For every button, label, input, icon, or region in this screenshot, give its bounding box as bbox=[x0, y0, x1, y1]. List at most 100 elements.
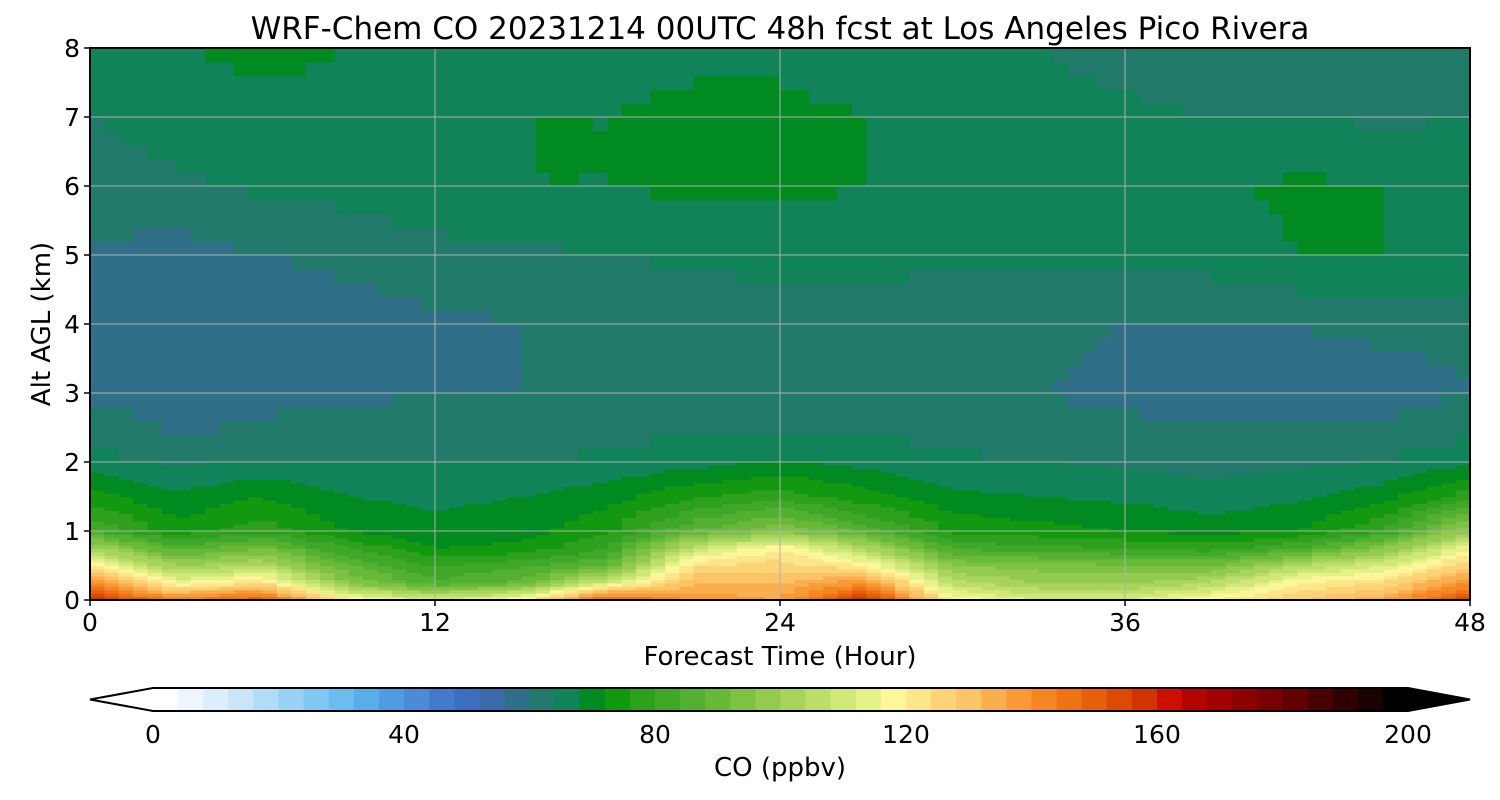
field-cell bbox=[952, 510, 968, 515]
field-cell bbox=[205, 589, 220, 594]
field-cell bbox=[621, 130, 637, 146]
field-cell bbox=[205, 213, 220, 228]
field-cell bbox=[320, 61, 335, 77]
field-cell bbox=[736, 365, 752, 380]
field-cell bbox=[593, 531, 609, 536]
field-cell bbox=[161, 468, 177, 473]
field-cell bbox=[118, 465, 134, 470]
field-cell bbox=[1053, 575, 1069, 580]
field-cell bbox=[736, 593, 752, 598]
field-cell bbox=[866, 310, 882, 325]
field-cell bbox=[650, 282, 666, 297]
field-cell bbox=[736, 296, 752, 311]
field-cell bbox=[535, 593, 551, 598]
field-cell bbox=[607, 324, 623, 339]
field-cell bbox=[377, 565, 393, 570]
field-cell bbox=[420, 468, 436, 473]
field-cell bbox=[780, 568, 795, 573]
field-cell bbox=[679, 296, 695, 311]
field-cell bbox=[233, 465, 249, 470]
field-cell bbox=[176, 565, 192, 570]
field-cell bbox=[621, 482, 637, 487]
field-cell bbox=[1024, 365, 1040, 380]
field-cell bbox=[104, 448, 120, 463]
field-cell bbox=[463, 486, 479, 491]
field-cell bbox=[205, 527, 220, 532]
field-cell bbox=[262, 496, 278, 501]
field-cell bbox=[118, 586, 134, 591]
field-cell bbox=[190, 420, 206, 435]
field-cell bbox=[578, 406, 594, 422]
field-cell bbox=[176, 365, 192, 380]
field-cell bbox=[463, 506, 479, 511]
field-cell bbox=[981, 310, 997, 325]
field-cell bbox=[334, 448, 350, 463]
field-cell bbox=[1024, 393, 1040, 408]
field-cell bbox=[262, 482, 278, 487]
field-cell bbox=[938, 324, 954, 339]
field-cell bbox=[377, 241, 393, 256]
field-cell bbox=[909, 365, 925, 380]
field-cell bbox=[478, 393, 494, 408]
field-cell bbox=[1053, 324, 1069, 339]
field-cell bbox=[1024, 144, 1040, 159]
field-cell bbox=[233, 448, 249, 463]
field-cell bbox=[147, 531, 163, 536]
field-cell bbox=[765, 558, 781, 563]
field-cell bbox=[262, 486, 278, 491]
field-cell bbox=[1038, 117, 1054, 132]
field-cell bbox=[851, 562, 867, 567]
field-cell bbox=[938, 296, 954, 311]
field-cell bbox=[823, 582, 839, 587]
field-cell bbox=[736, 337, 752, 353]
field-cell bbox=[1024, 465, 1040, 470]
field-cell bbox=[463, 565, 479, 570]
field-cell bbox=[90, 48, 105, 63]
field-cell bbox=[521, 558, 537, 563]
field-cell bbox=[449, 548, 465, 553]
field-cell bbox=[305, 506, 321, 511]
field-cell bbox=[276, 130, 292, 146]
field-cell bbox=[880, 506, 896, 511]
field-cell bbox=[305, 434, 321, 449]
field-cell bbox=[981, 517, 997, 522]
field-cell bbox=[406, 499, 422, 504]
field-cell bbox=[866, 379, 882, 394]
field-cell bbox=[679, 420, 695, 435]
field-cell bbox=[276, 499, 292, 504]
chart-title: WRF-Chem CO 20231214 00UTC 48h fcst at L… bbox=[251, 11, 1310, 47]
field-cell bbox=[722, 448, 738, 463]
field-cell bbox=[895, 544, 910, 549]
field-cell bbox=[506, 568, 522, 573]
field-cell bbox=[693, 61, 709, 77]
field-cell bbox=[780, 268, 795, 284]
field-cell bbox=[880, 565, 896, 570]
field-cell bbox=[665, 103, 680, 118]
field-cell bbox=[607, 117, 623, 132]
field-cell bbox=[219, 527, 235, 532]
field-cell bbox=[923, 579, 939, 584]
field-cell bbox=[1010, 379, 1025, 394]
field-cell bbox=[449, 296, 465, 311]
field-cell bbox=[478, 517, 494, 522]
field-cell bbox=[794, 61, 810, 77]
field-cell bbox=[506, 579, 522, 584]
field-cell bbox=[607, 551, 623, 556]
field-cell bbox=[1038, 296, 1054, 311]
field-cell bbox=[262, 582, 278, 587]
field-cell bbox=[348, 541, 364, 546]
field-cell bbox=[147, 544, 163, 549]
field-cell bbox=[650, 61, 666, 77]
field-cell bbox=[104, 241, 120, 256]
field-cell bbox=[291, 531, 307, 536]
field-cell bbox=[305, 48, 321, 63]
field-cell bbox=[564, 227, 580, 242]
field-cell bbox=[981, 582, 997, 587]
field-cell bbox=[837, 227, 853, 242]
field-cell bbox=[708, 75, 724, 90]
field-cell bbox=[521, 575, 537, 580]
field-cell bbox=[133, 117, 149, 132]
field-cell bbox=[420, 255, 436, 270]
field-cell bbox=[233, 324, 249, 339]
field-cell bbox=[736, 565, 752, 570]
